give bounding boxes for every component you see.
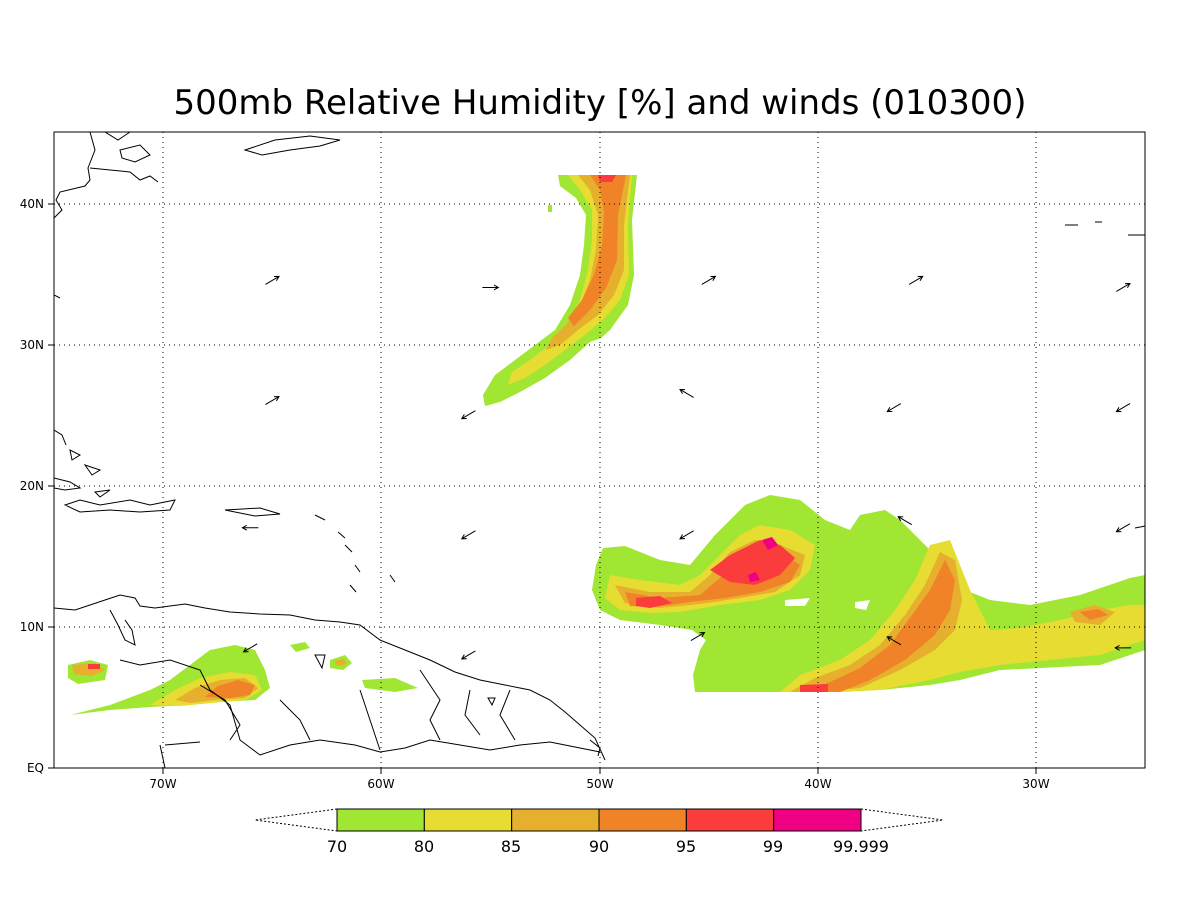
humidity-band-east (780, 540, 1145, 692)
colorbar-right-extension (860, 808, 944, 832)
wind-arrow (679, 530, 694, 540)
colorbar-label-90: 90 (589, 837, 609, 856)
colorbar-label-99-999: 99.999 (833, 837, 889, 856)
lon-label-60w: 60W (367, 777, 394, 791)
colorbar-left-extension (254, 808, 338, 832)
colorbar-labels: 70 80 85 90 95 99 99.999 (327, 837, 889, 856)
wind-arrow (460, 650, 476, 660)
colorbar-swatch (336, 808, 425, 832)
colorbar-label-85: 85 (501, 837, 521, 856)
lat-label-40n: 40N (20, 197, 44, 211)
colorbar-swatches (336, 808, 862, 832)
wind-arrow (1115, 403, 1131, 413)
colorbar-swatch (685, 808, 775, 832)
colorbar-label-99: 99 (763, 837, 783, 856)
wind-arrow (265, 396, 280, 405)
wind-arrow (679, 388, 694, 398)
coastlines (54, 132, 1145, 768)
wind-arrow (460, 530, 476, 540)
lon-label-30w: 30W (1022, 777, 1049, 791)
wind-arrow (265, 275, 280, 285)
colorbar-label-70: 70 (327, 837, 347, 856)
wind-arrow (886, 636, 902, 646)
wind-arrow (886, 403, 902, 413)
colorbar-swatch (598, 808, 687, 832)
wind-arrow (1115, 523, 1131, 533)
colorbar-swatch (773, 808, 862, 832)
wind-arrow (897, 516, 913, 526)
graticule (54, 132, 1145, 768)
lon-label-50w: 50W (586, 777, 613, 791)
lat-label-eq: EQ (27, 761, 44, 775)
wind-arrow (482, 284, 500, 291)
lon-label-70w: 70W (149, 777, 176, 791)
wind-arrow (241, 524, 259, 531)
humidity-plume-north (483, 175, 637, 406)
lon-tick-labels: 70W 60W 50W 40W 30W (149, 777, 1049, 791)
colorbar: 70 80 85 90 95 99 99.999 (254, 808, 944, 856)
wind-arrow (1114, 645, 1132, 651)
humidity-fields (68, 175, 1145, 715)
colorbar-swatch (511, 808, 600, 832)
lat-tick-labels: EQ 10N 20N 30N 40N (20, 197, 44, 775)
colorbar-swatch (423, 808, 513, 832)
lat-label-20n: 20N (20, 479, 44, 493)
wind-arrow (908, 275, 924, 285)
colorbar-label-80: 80 (414, 837, 434, 856)
lon-label-40w: 40W (804, 777, 831, 791)
colorbar-label-95: 95 (676, 837, 696, 856)
map-title: 500mb Relative Humidity [%] and winds (0… (174, 83, 1027, 123)
plot-area: 70W 60W 50W 40W 30W EQ 10N 20N 30N 40N (20, 131, 1146, 791)
wind-arrow (460, 410, 476, 420)
lat-label-10n: 10N (20, 620, 44, 634)
wind-arrow (242, 643, 258, 653)
lat-label-30n: 30N (20, 338, 44, 352)
wind-arrow (701, 275, 717, 285)
wind-arrow (690, 632, 706, 641)
tick-marks (48, 203, 1037, 774)
wind-arrow (1116, 282, 1131, 292)
wind-vectors (241, 275, 1132, 660)
